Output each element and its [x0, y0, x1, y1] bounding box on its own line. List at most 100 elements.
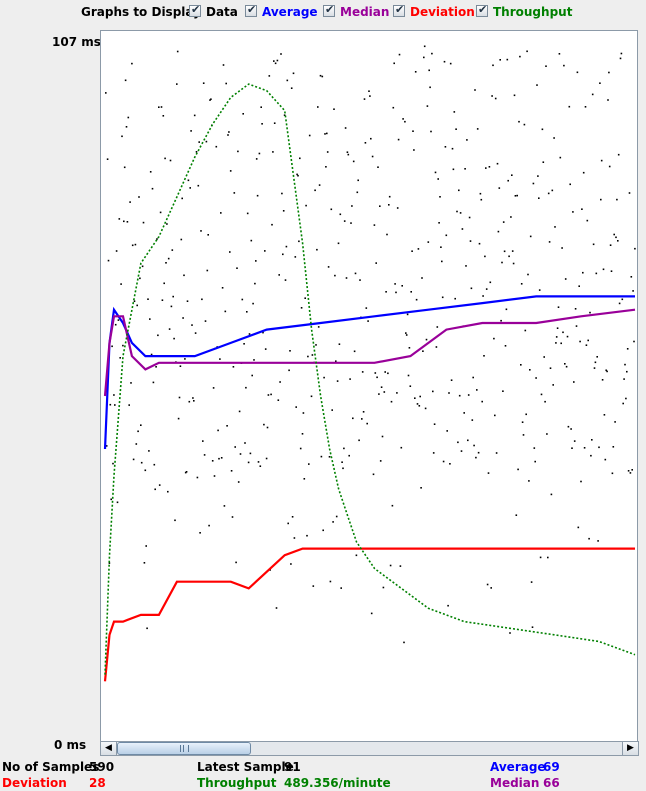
- data-point: [327, 266, 330, 268]
- data-point: [329, 580, 332, 583]
- throughput-series-line: [104, 83, 636, 675]
- data-point: [299, 447, 302, 450]
- data-point: [576, 71, 579, 74]
- data-point: [191, 324, 193, 326]
- data-point: [266, 426, 269, 429]
- data-point: [546, 433, 548, 435]
- data-point: [503, 250, 506, 253]
- scroll-right-button[interactable]: ▶: [622, 742, 638, 755]
- data-point: [416, 403, 419, 405]
- data-point: [255, 260, 257, 262]
- data-point: [545, 65, 547, 67]
- data-point: [630, 276, 633, 278]
- data-point: [538, 197, 540, 199]
- data-point: [361, 418, 363, 420]
- data-point: [331, 409, 333, 411]
- data-point: [285, 245, 288, 248]
- data-point: [389, 564, 392, 567]
- data-point: [374, 372, 377, 374]
- median-checkbox[interactable]: [323, 3, 335, 17]
- data-point: [167, 257, 170, 260]
- data-point: [287, 522, 289, 525]
- data-point: [470, 287, 473, 290]
- data-point: [307, 355, 309, 358]
- data-point: [574, 308, 577, 310]
- data-point: [532, 182, 535, 185]
- data-point: [130, 382, 132, 384]
- data-point: [544, 400, 546, 403]
- data-point: [312, 585, 315, 587]
- latest-sample-label: Latest Sample: [197, 760, 294, 774]
- data-point: [380, 386, 383, 388]
- data-point: [444, 146, 447, 148]
- data-point: [280, 53, 282, 55]
- throughput-checkbox[interactable]: [476, 3, 488, 17]
- data-point: [237, 481, 240, 483]
- data-point: [454, 297, 456, 300]
- data-point: [414, 397, 416, 399]
- data-point: [228, 131, 230, 133]
- data-point: [126, 221, 129, 223]
- data-point: [163, 282, 165, 285]
- data-label: Data: [206, 5, 238, 19]
- data-point: [108, 562, 111, 564]
- data-point: [555, 342, 557, 344]
- data-point: [608, 71, 610, 74]
- data-point: [135, 443, 138, 445]
- data-point: [400, 446, 403, 449]
- data-point: [407, 374, 410, 377]
- data-point: [125, 126, 128, 128]
- data-point: [116, 501, 119, 504]
- data-point: [256, 194, 259, 197]
- graph-canvas: [103, 45, 636, 682]
- horizontal-scrollbar[interactable]: ◀ ▶: [100, 741, 639, 756]
- data-point: [238, 410, 241, 413]
- data-point: [242, 113, 244, 115]
- data-point: [615, 236, 617, 239]
- data-point: [142, 221, 145, 224]
- data-point: [413, 149, 415, 151]
- data-point: [609, 244, 612, 246]
- data-point: [486, 583, 489, 586]
- data-point: [575, 325, 578, 327]
- data-point: [149, 171, 152, 173]
- data-point: [464, 168, 466, 170]
- data-point: [604, 458, 607, 461]
- data-point: [356, 191, 359, 194]
- scroll-left-button[interactable]: ◀: [101, 742, 117, 755]
- data-checkbox[interactable]: [189, 3, 201, 17]
- data-point: [405, 332, 407, 334]
- data-point: [131, 244, 134, 247]
- data-point: [326, 151, 329, 153]
- data-point: [140, 424, 142, 426]
- data-point: [132, 458, 135, 461]
- data-point: [202, 440, 204, 442]
- average-series-line: [103, 295, 635, 450]
- data-point: [533, 447, 536, 449]
- data-point: [484, 255, 486, 258]
- data-point: [499, 59, 501, 61]
- data-point: [131, 62, 133, 65]
- data-point: [271, 223, 273, 226]
- data-point: [629, 472, 632, 474]
- data-point: [526, 50, 528, 53]
- data-point: [164, 157, 166, 160]
- data-point: [467, 439, 469, 442]
- scrollbar-thumb[interactable]: [117, 742, 251, 755]
- data-point: [187, 179, 190, 182]
- data-point: [364, 142, 367, 144]
- data-point: [387, 372, 389, 375]
- data-point: [610, 270, 613, 272]
- data-point: [337, 242, 340, 245]
- average-checkbox[interactable]: [245, 3, 257, 17]
- data-point: [531, 626, 534, 628]
- data-point: [392, 106, 395, 109]
- data-point: [330, 208, 333, 211]
- data-point: [518, 120, 520, 123]
- data-point: [375, 262, 377, 264]
- data-point: [128, 404, 130, 406]
- data-point: [346, 151, 349, 153]
- data-point: [210, 98, 212, 100]
- deviation-checkbox[interactable]: [393, 3, 405, 17]
- data-point: [352, 160, 355, 163]
